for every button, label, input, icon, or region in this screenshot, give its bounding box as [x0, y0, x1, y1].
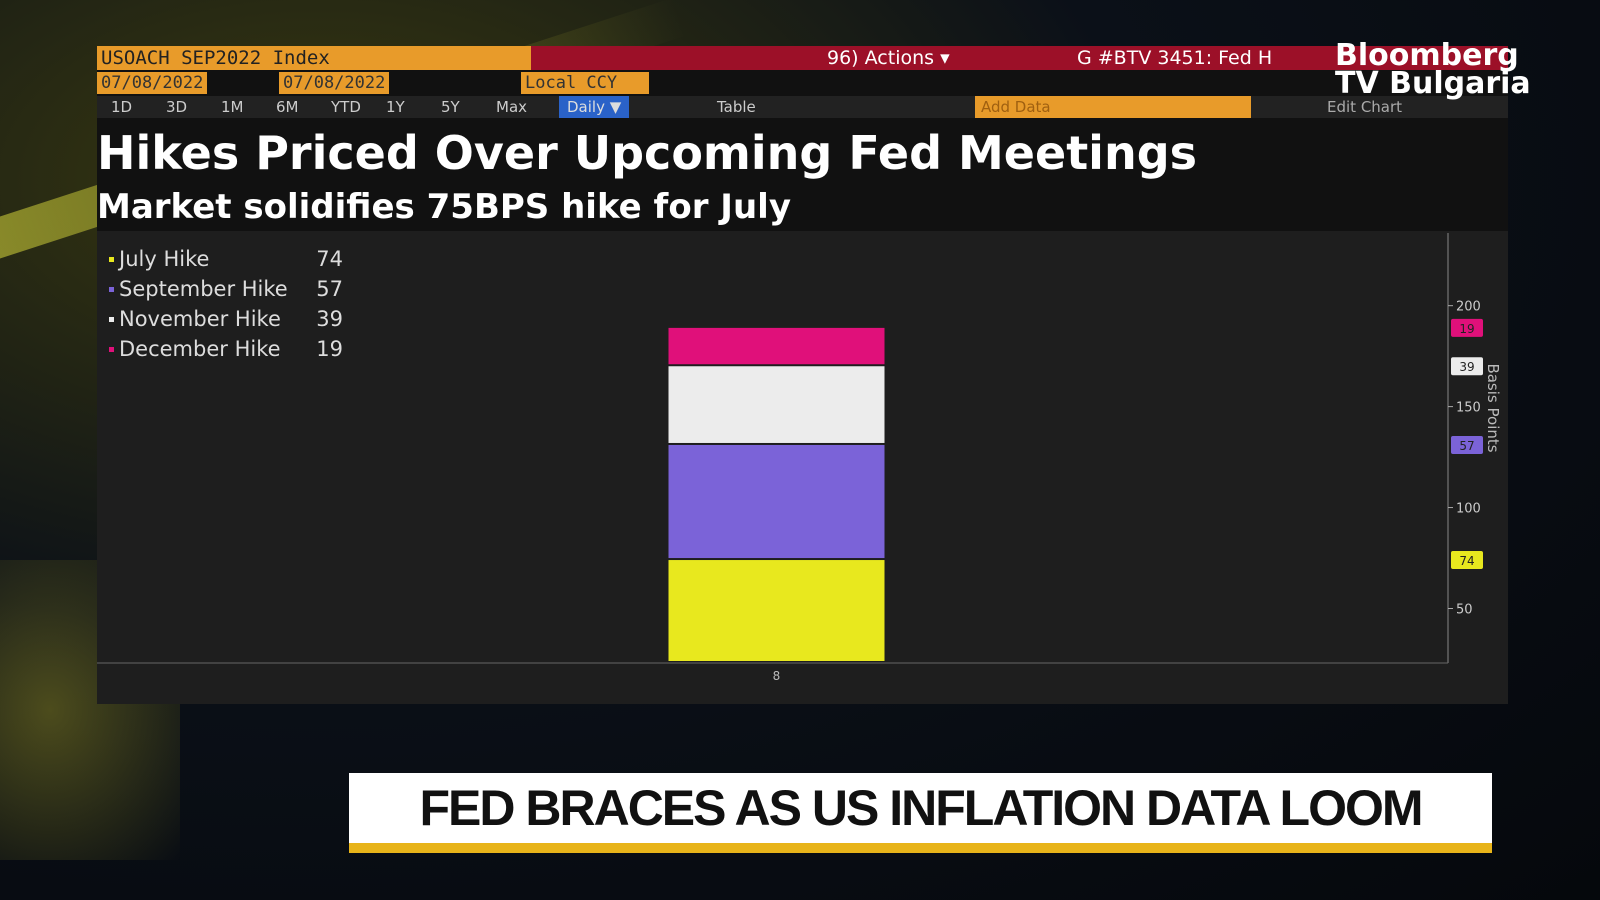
legend-swatch — [109, 347, 114, 352]
y-tick-label: 50 — [1456, 602, 1473, 617]
x-tick-label: 8 — [773, 669, 781, 683]
value-badge — [1451, 435, 1483, 454]
bar-segment — [668, 560, 885, 661]
chart-subtitle: Market solidifies 75BPS hike for July — [97, 187, 791, 227]
end-date[interactable]: 07/08/2022 — [279, 72, 390, 94]
bar-segment — [668, 366, 885, 443]
range-button[interactable]: 6M — [276, 98, 299, 116]
chart-title: Hikes Priced Over Upcoming Fed Meetings — [97, 126, 1197, 180]
security: USOACH SEP2022 Index — [97, 46, 531, 70]
chart: Hikes Priced Over Upcoming Fed Meetings … — [97, 126, 1508, 704]
legend-label: July Hike — [117, 247, 209, 271]
terminal-panel: USOACH SEP2022 Index 96) Actions ▾ G #BT… — [97, 46, 1508, 704]
bar-segment — [668, 327, 885, 365]
legend-value: 57 — [316, 277, 343, 301]
legend-swatch — [109, 287, 114, 292]
logo-line: TV Bulgaria — [1335, 66, 1531, 101]
legend-swatch — [109, 257, 114, 262]
legend-value: 39 — [316, 307, 343, 331]
frequency[interactable]: Daily ▼ — [559, 96, 630, 118]
range-button[interactable]: 1D — [111, 98, 133, 116]
range-button[interactable]: 3D — [166, 98, 188, 116]
y-tick-label: 100 — [1456, 502, 1481, 517]
actions-menu[interactable]: 96) Actions ▾ — [827, 47, 950, 69]
value-label: 57 — [1459, 439, 1474, 453]
bar-segment — [668, 444, 885, 559]
value-label: 19 — [1459, 322, 1474, 336]
legend-label: November Hike — [119, 307, 281, 331]
value-label: 74 — [1459, 554, 1474, 568]
y-tick-label: 150 — [1456, 401, 1481, 416]
legend-label: September Hike — [119, 277, 288, 301]
legend-value: 74 — [316, 247, 343, 271]
y-axis-label: Basis Points — [1484, 363, 1502, 452]
y-tick-label: 200 — [1456, 300, 1481, 315]
range-button[interactable]: YTD — [331, 98, 361, 116]
start-date[interactable]: 07/08/2022 — [97, 72, 208, 94]
legend-swatch — [109, 317, 114, 322]
range-button[interactable]: 5Y — [441, 98, 460, 116]
range-button[interactable]: 1M — [221, 98, 244, 116]
currency[interactable]: Local CCY — [521, 72, 649, 94]
table-button[interactable]: Table — [717, 98, 756, 116]
news-ticker: FED BRACES AS US INFLATION DATA LOOM — [349, 773, 1492, 853]
logo-line: Bloomberg — [1335, 38, 1519, 73]
value-label: 39 — [1459, 360, 1474, 374]
edit-chart[interactable]: Edit Chart — [1327, 98, 1403, 116]
add-data[interactable]: Add Data — [975, 96, 1251, 118]
value-badge — [1451, 318, 1483, 337]
date-row — [97, 72, 1508, 94]
logo: Bloomberg TV Bulgaria — [1335, 38, 1531, 101]
news-headline[interactable]: G #BTV 3451: Fed H — [1077, 47, 1273, 69]
range-button[interactable]: Max — [496, 98, 528, 116]
range-button[interactable]: 1Y — [386, 98, 405, 116]
legend-value: 19 — [316, 337, 343, 361]
legend-label: December Hike — [119, 337, 281, 361]
value-badge — [1451, 357, 1483, 376]
value-badge — [1451, 551, 1483, 570]
